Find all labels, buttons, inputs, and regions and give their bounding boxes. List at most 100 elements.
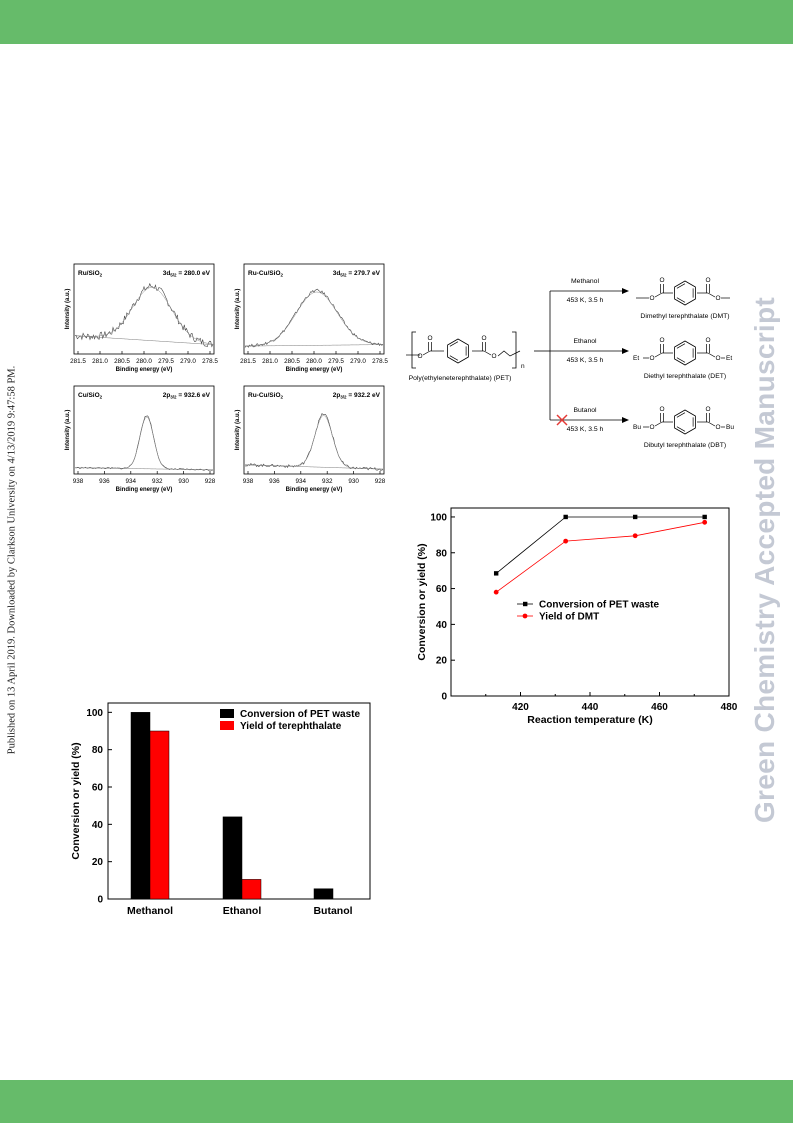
data-point — [702, 519, 708, 525]
benzene-ring — [674, 280, 696, 306]
ester-bond — [654, 292, 663, 298]
oxygen-atom: O — [715, 355, 720, 362]
pet-ester-left: OO — [417, 335, 432, 360]
xps-spectrum-curve — [74, 415, 214, 471]
publication-note: Published on 13 April 2019. Downloaded b… — [5, 366, 19, 755]
pet-ring — [447, 338, 469, 364]
product-ring — [674, 409, 696, 435]
y-tick-label: 0 — [441, 692, 447, 703]
ester-bond — [707, 292, 716, 298]
xps-sample-label: Ru-Cu/SiO2 — [248, 392, 284, 400]
xps-tick-label: 278.5 — [372, 358, 388, 365]
xps-spectrum-curve — [244, 288, 384, 348]
reaction-arrowhead — [622, 288, 629, 294]
legend-label: Yield of DMT — [539, 612, 599, 623]
xps-x-axis-label: Binding energy (eV) — [286, 367, 343, 373]
x-tick-label: 420 — [512, 702, 529, 713]
reagent-label: Butanol — [573, 407, 597, 414]
y-tick-label: 60 — [436, 584, 448, 595]
ethylene-chain — [497, 350, 521, 357]
xps-tick-label: 928 — [205, 478, 216, 485]
benzene-ring — [674, 409, 696, 435]
x-category-label: Ethanol — [223, 905, 262, 917]
xps-tick-label: 281.0 — [262, 358, 278, 365]
oxygen-atom: O — [649, 355, 654, 362]
oxygen-atom: O — [705, 337, 710, 344]
product-name: Dibutyl terephthalate (DBT) — [644, 442, 726, 449]
temperature-line-chart: 0 20 40 60 80 100 420 440 460 480 Reaction tempera… — [416, 507, 738, 726]
polymer-n-label: n — [521, 363, 525, 370]
ring-double-bond — [676, 343, 686, 349]
oxygen-atom: O — [417, 353, 422, 360]
product-name: Diethyl terephthalate (DET) — [644, 373, 726, 380]
conditions-label: 453 K, 3.5 h — [567, 426, 604, 433]
x-tick-label: 460 — [651, 702, 668, 713]
oxygen-atom: O — [649, 424, 654, 431]
xps-frame — [73, 385, 215, 475]
data-point — [493, 571, 499, 576]
xps-tick-label: 936 — [269, 478, 280, 485]
y-tick-label: 80 — [92, 745, 104, 756]
oxygen-atom: O — [427, 335, 432, 342]
oxygen-atom: O — [481, 335, 486, 342]
failed-reaction-cross — [556, 414, 568, 426]
y-tick-label: 20 — [92, 857, 104, 868]
bar — [241, 879, 262, 900]
x-tick-label: 440 — [582, 702, 599, 713]
xps-sample-label: Ru/SiO2 — [78, 270, 103, 278]
oxygen-atom: O — [705, 277, 710, 284]
alkyl-group-label: Bu — [633, 424, 641, 431]
y-axis-label: Conversion or yield (%) — [70, 742, 82, 859]
x-category-label: Methanol — [127, 905, 173, 917]
alkyl-group-label: Et — [633, 355, 639, 362]
xps-tick-label: 932 — [152, 478, 163, 485]
xps-baseline — [75, 467, 213, 471]
ester-bond — [707, 421, 716, 427]
y-tick-label: 100 — [86, 708, 103, 719]
alkyl-group-label: Et — [726, 355, 732, 362]
xps-tick-label: 936 — [99, 478, 110, 485]
xps-tick-label: 281.5 — [240, 358, 256, 365]
product-ring — [674, 280, 696, 306]
series-line — [495, 516, 705, 574]
benzene-ring — [674, 340, 696, 366]
xps-x-axis-label: Binding energy (eV) — [116, 367, 173, 373]
xps-peak-label: 3d5/2 = 280.0 eV — [163, 270, 211, 278]
data-point — [702, 514, 707, 520]
xps-peak-label: 3d5/2 = 279.7 eV — [333, 270, 381, 278]
y-axis-label: Conversion or yield (%) — [416, 543, 428, 660]
xps-y-axis-label: Intensity (a.u.) — [65, 289, 71, 330]
oxygen-atom: O — [649, 295, 654, 302]
polymer-name: Poly(ethyleneterephthalate) (PET) — [409, 375, 512, 382]
legend-label: Yield of terephthalate — [240, 721, 342, 732]
xps-baseline — [245, 344, 383, 347]
xps-y-axis-label: Intensity (a.u.) — [65, 410, 71, 451]
xps-tick-label: 928 — [375, 478, 386, 485]
xps-tick-label: 930 — [178, 478, 189, 485]
xps-tick-label: 279.0 — [350, 358, 366, 365]
xps-panel-rucu-sio2-ru3d: Ru-Cu/SiO2 3d5/2 = 279.7 eV Intensity (a.u… — [235, 263, 388, 373]
ring-double-bond — [449, 341, 459, 347]
reaction-arrowhead — [622, 417, 629, 423]
xps-peak-label: 2p3/2 = 932.2 eV — [333, 392, 381, 400]
oxygen-atom: O — [659, 337, 664, 344]
xps-tick-label: 934 — [296, 478, 307, 485]
conditions-label: 453 K, 3.5 h — [567, 297, 604, 304]
oxygen-atom: O — [491, 353, 496, 360]
xps-x-axis-label: Binding energy (eV) — [286, 487, 343, 493]
xps-y-axis-label: Intensity (a.u.) — [235, 289, 241, 330]
xps-sample-label: Ru-Cu/SiO2 — [248, 270, 284, 278]
xps-baseline — [74, 335, 214, 345]
data-point — [632, 514, 638, 520]
bar — [130, 712, 151, 900]
data-point — [563, 538, 569, 544]
xps-tick-label: 279.5 — [328, 358, 344, 365]
xps-tick-label: 934 — [126, 478, 137, 485]
data-point — [493, 589, 499, 595]
data-point — [632, 533, 638, 539]
xps-tick-label: 930 — [348, 478, 359, 485]
alkyl-group-label: Bu — [726, 424, 734, 431]
product-name: Dimethyl terephthalate (DMT) — [640, 313, 729, 320]
xps-panel-ru-sio2: Ru/SiO2 3d5/2 = 280.0 eV Intensity (a.u.) 2… — [65, 263, 218, 373]
